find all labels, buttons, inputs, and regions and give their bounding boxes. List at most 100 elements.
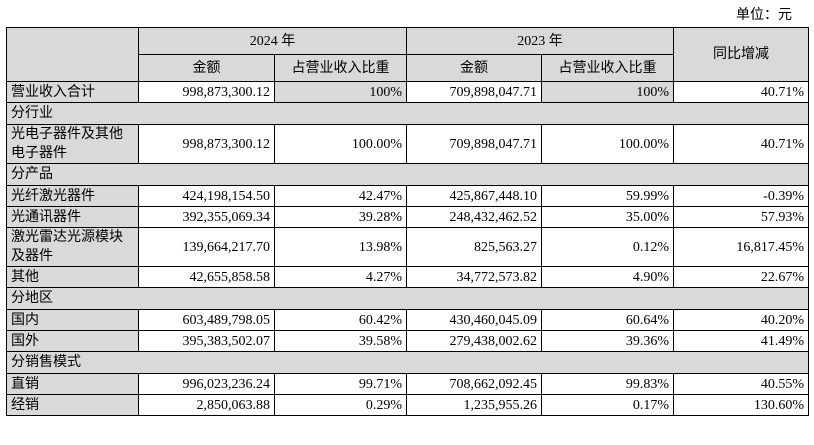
row-label-cell: 直销	[6, 373, 139, 395]
value-cell: 996,023,236.24	[138, 373, 275, 395]
value-cell: 60.64%	[541, 309, 674, 331]
revenue-table: 2024 年 2023 年 同比增减 金额 占营业收入比重 金额 占营业收入比重…	[6, 27, 809, 416]
unit-label: 单位：元	[736, 8, 792, 23]
value-cell: 430,460,045.09	[406, 309, 542, 331]
header-row: 金额 占营业收入比重 金额 占营业收入比重	[7, 54, 809, 82]
data-row: 其他 42,655,858.58 4.27% 34,772,573.82 4.90% 22…	[6, 266, 809, 288]
section-row: 分产品	[6, 163, 809, 186]
value-cell: 1,235,955.26	[406, 394, 542, 416]
value-cell: 39.28%	[274, 206, 407, 228]
data-row: 国外 395,383,502.07 39.58% 279,438,002.62 39.3…	[6, 330, 809, 352]
row-label-cell: 经销	[6, 394, 139, 416]
sub-header: 占营业收入比重	[541, 54, 674, 82]
value-cell: 709,898,047.71	[406, 81, 542, 103]
sub-header: 金额	[406, 54, 542, 82]
value-cell: 395,383,502.07	[138, 330, 275, 352]
data-row: 经销 2,850,063.88 0.29% 1,235,955.26 0.17% 130.…	[6, 394, 809, 416]
section-row: 分地区	[6, 287, 809, 310]
value-cell: 139,664,217.70	[138, 227, 275, 267]
yoy-header: 同比增减	[673, 27, 809, 82]
value-cell: 40.55%	[673, 373, 809, 395]
data-row: 直销 996,023,236.24 99.71% 708,662,092.45 99.8…	[6, 373, 809, 395]
value-cell: 998,873,300.12	[138, 124, 275, 164]
row-label: 营业收入合计	[11, 84, 95, 100]
value-cell: 60.42%	[274, 309, 407, 331]
value-cell: 34,772,573.82	[406, 266, 542, 288]
value-cell: 100%	[274, 81, 407, 103]
value-cell: 39.36%	[541, 330, 674, 352]
section-label: 分行业	[6, 102, 809, 125]
value-cell: 279,438,002.62	[406, 330, 542, 352]
value-cell: 99.71%	[274, 373, 407, 395]
corner-cell	[6, 27, 139, 82]
value-cell: -0.39%	[673, 185, 809, 207]
sub-header: 占营业收入比重	[274, 54, 407, 82]
year-header: 2024 年	[138, 27, 407, 55]
value-cell: 41.49%	[673, 330, 809, 352]
row-label: 经销	[11, 397, 39, 413]
value-cell: 100.00%	[274, 124, 407, 164]
row-label: 其他	[11, 269, 39, 285]
value-cell: 4.27%	[274, 266, 407, 288]
data-row: 激光雷达光源模块及器件 139,664,217.70 13.98% 825,563.2…	[6, 227, 809, 267]
row-label: 直销	[11, 376, 39, 392]
section-label: 分产品	[6, 163, 809, 186]
row-label: 光纤激光器件	[11, 188, 95, 204]
row-label-cell: 营业收入合计	[6, 81, 139, 103]
row-label-cell: 激光雷达光源模块及器件	[6, 227, 139, 267]
value-cell: 39.58%	[274, 330, 407, 352]
value-cell: 100.00%	[541, 124, 674, 164]
value-cell: 99.83%	[541, 373, 674, 395]
value-cell: 40.71%	[673, 81, 809, 103]
value-cell: 40.20%	[673, 309, 809, 331]
row-label-cell: 光通讯器件	[6, 206, 139, 228]
row-label-cell: 光电子器件及其他电子器件	[6, 124, 139, 164]
data-row: 光纤激光器件 424,198,154.50 42.47% 425,867,448.10…	[6, 185, 809, 207]
table-head: 2024 年 2023 年 同比增减 金额 占营业收入比重 金额 占营业收入比重	[6, 27, 809, 82]
row-label: 光电子器件及其他电子器件	[11, 127, 123, 161]
value-cell: 42.47%	[274, 185, 407, 207]
value-cell: 40.71%	[673, 124, 809, 164]
row-label-cell: 光纤激光器件	[6, 185, 139, 207]
row-label-cell: 国外	[6, 330, 139, 352]
row-label: 激光雷达光源模块及器件	[11, 230, 123, 264]
data-row: 营业收入合计 998,873,300.12 100% 709,898,047.71 10…	[6, 81, 809, 103]
value-cell: 0.17%	[541, 394, 674, 416]
value-cell: 424,198,154.50	[138, 185, 275, 207]
value-cell: 22.67%	[673, 266, 809, 288]
value-cell: 2,850,063.88	[138, 394, 275, 416]
value-cell: 42,655,858.58	[138, 266, 275, 288]
row-label-cell: 国内	[6, 309, 139, 331]
data-row: 光电子器件及其他电子器件 998,873,300.12 100.00% 709,898…	[6, 124, 809, 164]
value-cell: 35.00%	[541, 206, 674, 228]
value-cell: 13.98%	[274, 227, 407, 267]
value-cell: 603,489,798.05	[138, 309, 275, 331]
value-cell: 392,355,069.34	[138, 206, 275, 228]
value-cell: 425,867,448.10	[406, 185, 542, 207]
data-row: 国内 603,489,798.05 60.42% 430,460,045.09 60.6…	[6, 309, 809, 331]
sub-header: 金额	[138, 54, 275, 82]
section-label: 分地区	[6, 287, 809, 310]
value-cell: 708,662,092.45	[406, 373, 542, 395]
value-cell: 825,563.27	[406, 227, 542, 267]
table-body: 营业收入合计 998,873,300.12 100% 709,898,047.71 10…	[6, 81, 809, 416]
section-row: 分销售模式	[6, 351, 809, 374]
row-label: 国内	[11, 312, 39, 328]
row-label: 光通讯器件	[11, 209, 81, 225]
value-cell: 709,898,047.71	[406, 124, 542, 164]
year-header: 2023 年	[406, 27, 674, 55]
value-cell: 0.12%	[541, 227, 674, 267]
value-cell: 100%	[541, 81, 674, 103]
value-cell: 248,432,462.52	[406, 206, 542, 228]
header-row: 2024 年 2023 年 同比增减	[6, 27, 809, 82]
section-row: 分行业	[6, 102, 809, 125]
value-cell: 998,873,300.12	[138, 81, 275, 103]
value-cell: 57.93%	[673, 206, 809, 228]
value-cell: 59.99%	[541, 185, 674, 207]
value-cell: 16,817.45%	[673, 227, 809, 267]
value-cell: 0.29%	[274, 394, 407, 416]
section-label: 分销售模式	[6, 351, 809, 374]
row-label: 国外	[11, 333, 39, 349]
row-label-cell: 其他	[6, 266, 139, 288]
